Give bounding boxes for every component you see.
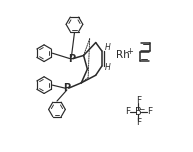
Text: F: F — [147, 107, 152, 116]
Text: F: F — [136, 96, 141, 105]
Text: H: H — [105, 43, 111, 52]
Text: −: − — [138, 105, 145, 114]
Text: B: B — [135, 107, 142, 117]
Text: F: F — [136, 118, 141, 127]
Text: H: H — [105, 63, 111, 72]
Text: Rh: Rh — [116, 50, 130, 60]
Text: P: P — [63, 83, 70, 93]
Text: P: P — [68, 54, 75, 64]
Text: F: F — [125, 107, 130, 116]
Text: +: + — [126, 47, 133, 56]
